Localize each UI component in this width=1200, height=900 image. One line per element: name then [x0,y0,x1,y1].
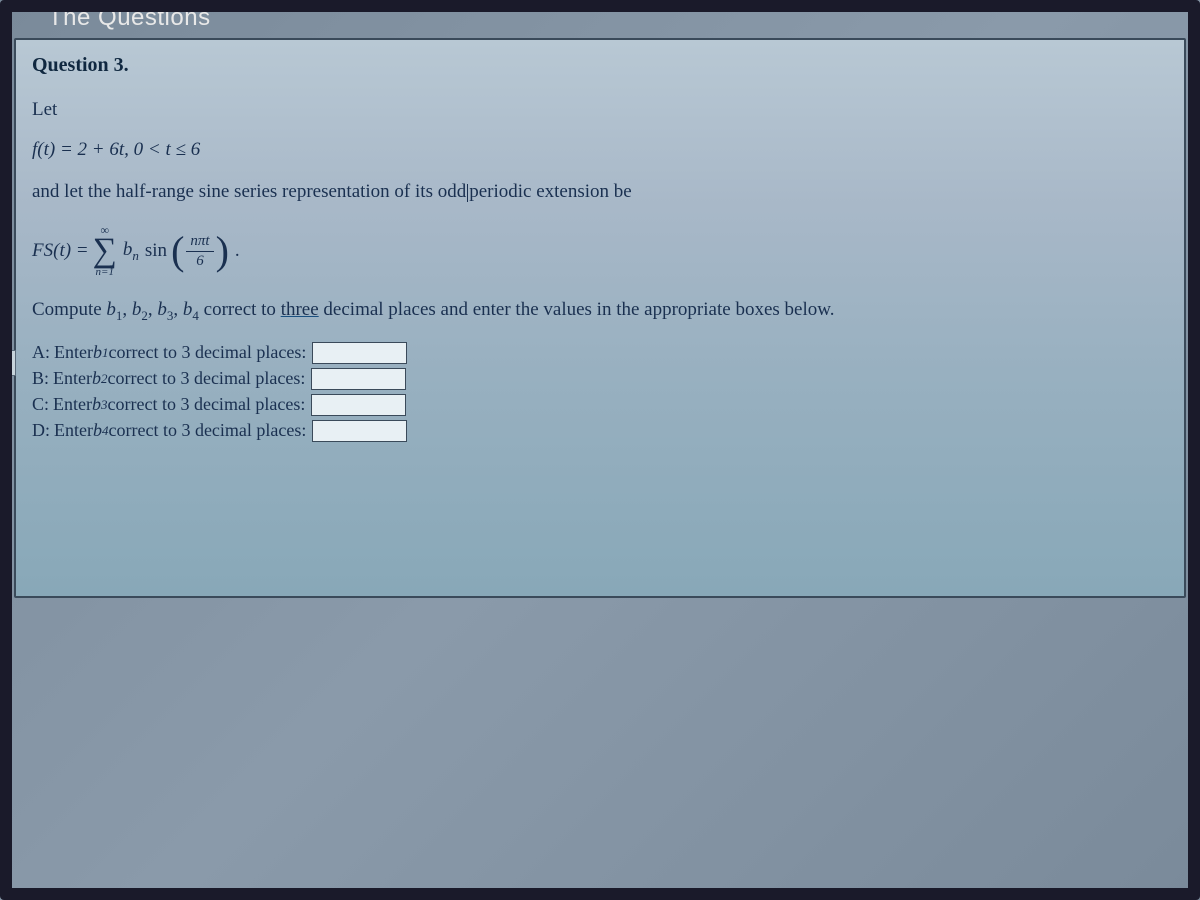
open-paren: ( [171,235,184,267]
compute-before: Compute [32,299,106,320]
answer-row-c: C: Enter b3 correct to 3 decimal places: [32,394,1168,416]
answer-d-input[interactable] [312,420,407,442]
sigma-block: ∞ ∑ n=1 [93,224,117,278]
answer-a-suffix: correct to 3 decimal places: [108,342,306,363]
answer-row-b: B: Enter b2 correct to 3 decimal places: [32,368,1168,390]
fraction-denominator: 6 [196,252,204,269]
answer-b-input[interactable] [311,368,406,390]
fraction-numerator: nπt [186,234,213,252]
answer-d-letter: D: [32,420,50,441]
answer-c-input[interactable] [311,394,406,416]
sigma-symbol: ∑ [93,236,117,267]
fourier-lhs: FS(t) = [32,240,89,262]
fraction-argument: nπt 6 [186,234,213,269]
close-paren: ) [216,235,229,267]
coefficient-bn: bn [123,239,139,264]
answer-a-letter: A: [32,342,50,363]
compute-instruction: Compute b1, b2, b3, b4 correct to three … [32,299,1168,324]
answer-a-prefix: Enter [54,342,93,363]
answer-row-a: A: Enter b1 correct to 3 decimal places: [32,342,1168,364]
answer-b-letter: B: [32,368,49,389]
three-underlined: three [281,299,319,320]
answer-b-suffix: correct to 3 decimal places: [108,368,306,389]
answer-row-d: D: Enter b4 correct to 3 decimal places: [32,420,1168,442]
answer-b-prefix: Enter [53,368,92,389]
compute-after: decimal places and enter the values in t… [319,299,835,320]
answer-d-prefix: Enter [54,420,93,441]
compute-middle: correct to [199,299,281,320]
intro-text: Let [32,99,1168,121]
answer-c-letter: C: [32,394,49,415]
answer-c-suffix: correct to 3 decimal places: [108,394,306,415]
sin-function: sin [145,240,167,262]
function-definition: f(t) = 2 + 6t, 0 < t ≤ 6 [32,139,1168,161]
answer-d-suffix: correct to 3 decimal places: [108,420,306,441]
desc-before: and let the half-range sine series repre… [32,181,466,202]
answer-a-input[interactable] [312,342,407,364]
nav-next-arrow[interactable]: → [0,350,16,376]
answer-c-prefix: Enter [53,394,92,415]
formula-period: . [235,240,240,262]
desc-after: periodic extension be [469,181,632,202]
fourier-series-formula: FS(t) = ∞ ∑ n=1 bn sin ( nπt 6 ) . [32,221,1168,281]
question-panel: Question 3. Let f(t) = 2 + 6t, 0 < t ≤ 6… [14,38,1186,598]
page-title: The Questions [0,0,1200,38]
sigma-lower-limit: n=1 [96,267,114,278]
question-number: Question 3. [32,54,1168,77]
description-text: and let the half-range sine series repre… [32,181,1168,203]
